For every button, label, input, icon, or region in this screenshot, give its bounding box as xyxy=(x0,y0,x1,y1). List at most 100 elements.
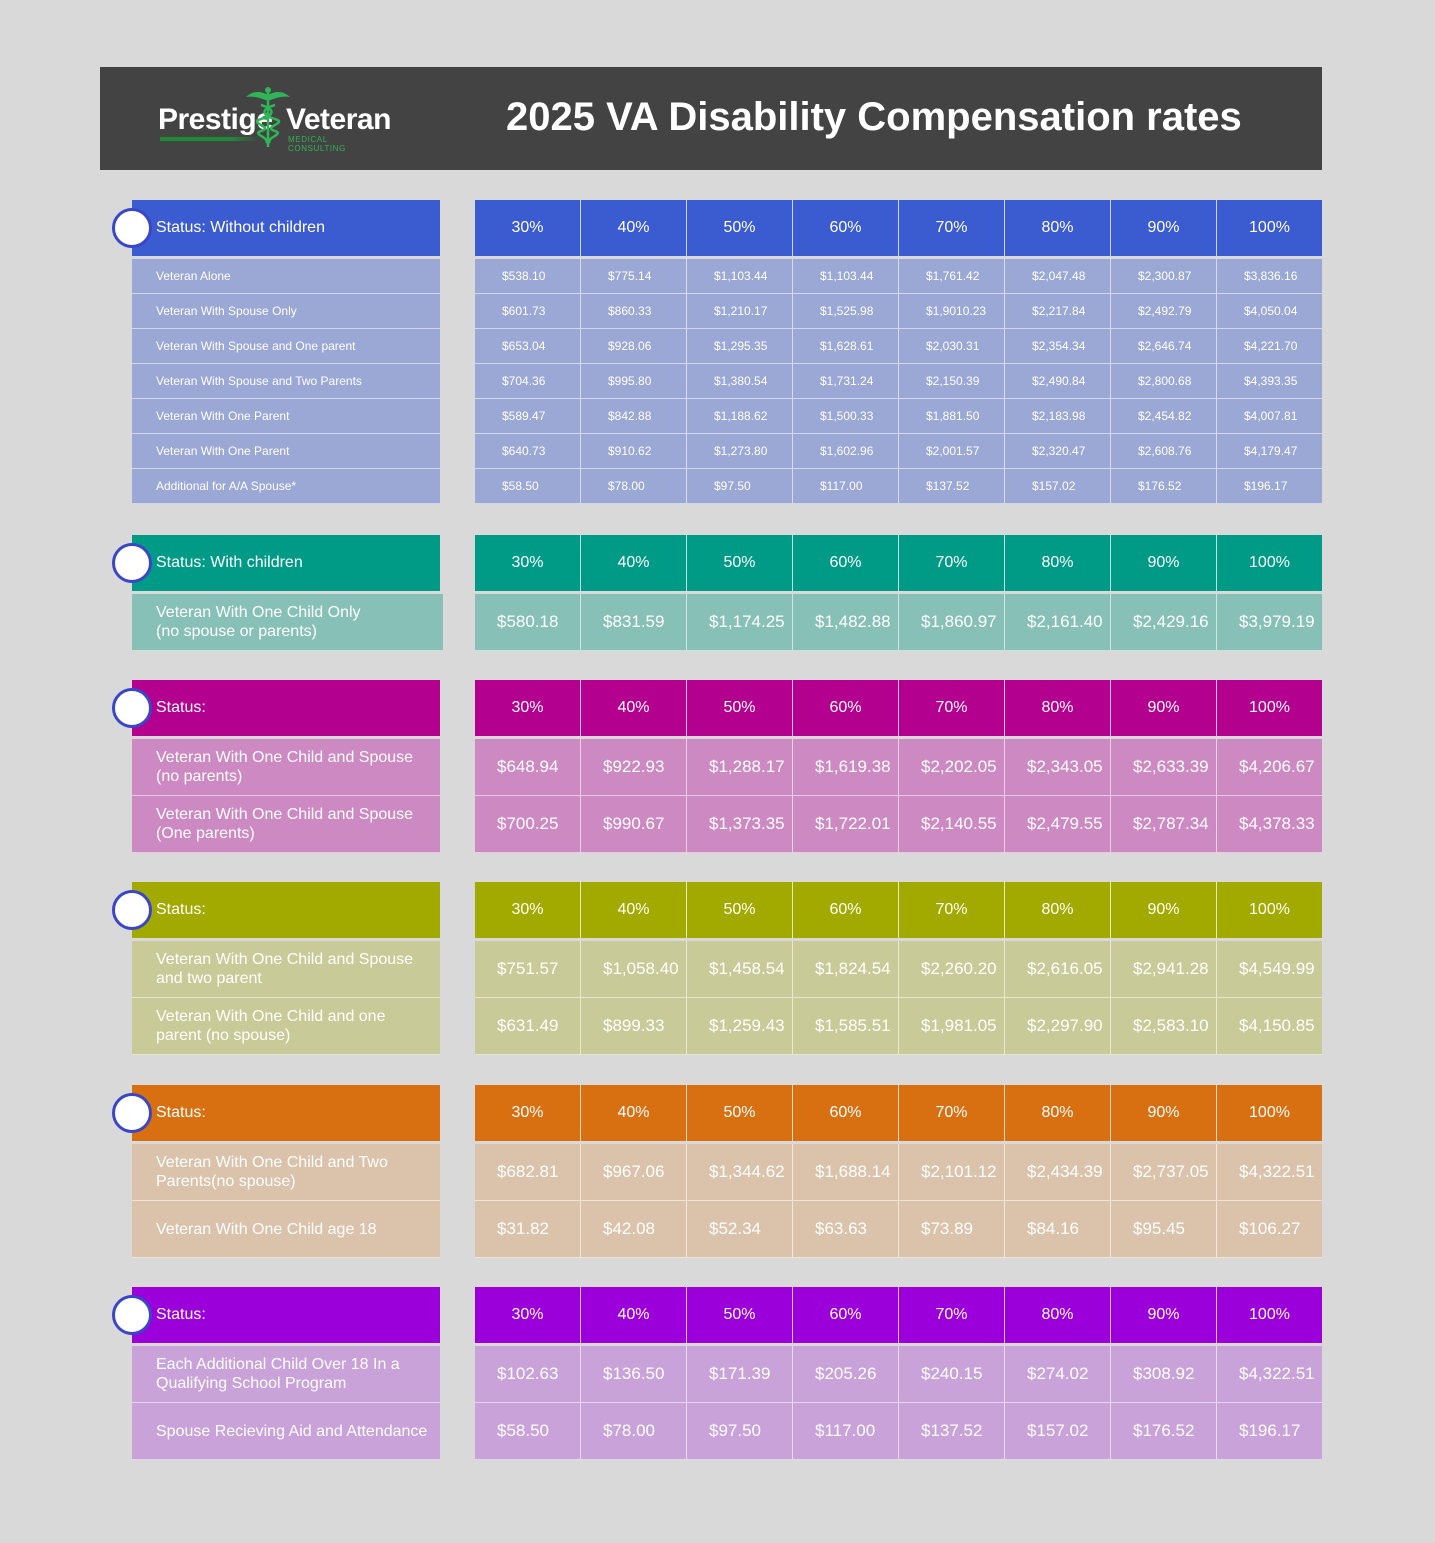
table-row: $58.50 $78.00 $97.50 $117.00 $137.52 $157.02 $… xyxy=(475,469,1322,504)
rate-cell: $2,490.84 xyxy=(1005,364,1111,398)
percent-header-cell: 40% xyxy=(581,1287,687,1343)
rate-cell: $1,259.43 xyxy=(687,998,793,1054)
percent-header-cell: 80% xyxy=(1005,1085,1111,1141)
percent-header-cell: 40% xyxy=(581,535,687,591)
percent-header-cell: 70% xyxy=(899,882,1005,938)
percent-header-cell: 90% xyxy=(1111,200,1217,256)
rate-cell: $97.50 xyxy=(687,469,793,503)
rate-cell: $176.52 xyxy=(1111,469,1217,503)
table-row: $538.10 $775.14 $1,103.44 $1,103.44 $1,761.4… xyxy=(475,259,1322,294)
rate-cell: $1,500.33 xyxy=(793,399,899,433)
percent-header-cell: 30% xyxy=(475,200,581,256)
rate-cell: $196.17 xyxy=(1239,1421,1301,1440)
percent-header-cell: 30% xyxy=(475,1085,581,1141)
rate-cell: $682.81 xyxy=(475,1144,581,1200)
rate-cell: $1,585.51 xyxy=(793,998,899,1054)
rate-cell: $2,150.39 xyxy=(899,364,1005,398)
page-title: 2025 VA Disability Compensation rates xyxy=(506,95,1242,139)
rate-cell: $157.02 xyxy=(1005,1403,1111,1459)
percent-header-cell: 60% xyxy=(793,535,899,591)
row-label: Veteran With One Child and Spouse (One p… xyxy=(132,796,440,853)
rate-cell: $2,343.05 xyxy=(1005,739,1111,795)
rate-cell: $2,217.84 xyxy=(1005,294,1111,328)
rate-cell: $2,608.76 xyxy=(1111,434,1217,468)
percent-header-cell: 100% xyxy=(1249,699,1290,716)
rate-cell: $4,050.04 xyxy=(1244,304,1298,318)
percent-header-cell: 90% xyxy=(1111,1287,1217,1343)
status-label: Status: xyxy=(132,1085,440,1141)
rate-cell: $117.00 xyxy=(793,469,899,503)
percent-header-cell: 30% xyxy=(475,882,581,938)
percent-header-cell: 40% xyxy=(581,200,687,256)
table-row: $653.04 $928.06 $1,295.35 $1,628.61 $2,030.3… xyxy=(475,329,1322,364)
rate-cell: $1,188.62 xyxy=(687,399,793,433)
rate-cell: $2,429.16 xyxy=(1111,594,1217,650)
rate-cell: $1,9010.23 xyxy=(899,294,1005,328)
status-label: Status: xyxy=(132,1287,440,1343)
row-label: Veteran With Spouse and Two Parents xyxy=(132,364,440,399)
rate-cell: $589.47 xyxy=(475,399,581,433)
rate-cell: $1,628.61 xyxy=(793,329,899,363)
rate-cell: $601.73 xyxy=(475,294,581,328)
percent-header-cell: 50% xyxy=(687,1287,793,1343)
percent-header-cell: 50% xyxy=(687,882,793,938)
rate-cell: $1,210.17 xyxy=(687,294,793,328)
percent-header-cell: 90% xyxy=(1111,1085,1217,1141)
percent-header-cell: 80% xyxy=(1005,680,1111,736)
rate-cell: $2,001.57 xyxy=(899,434,1005,468)
rate-cell: $1,458.54 xyxy=(687,941,793,997)
percent-header-cell: 80% xyxy=(1005,535,1111,591)
rate-cell: $157.02 xyxy=(1005,469,1111,503)
percent-header-row: 30% 40% 50% 60% 70% 80% 90% 100% xyxy=(475,535,1322,591)
rate-cell: $106.27 xyxy=(1239,1219,1301,1238)
status-circle-icon xyxy=(112,688,152,728)
status-label: Status: xyxy=(132,680,440,736)
percent-header-cell: 100% xyxy=(1249,219,1290,236)
percent-header-row: 30% 40% 50% 60% 70% 80% 90% 100% xyxy=(475,1287,1322,1343)
percent-header-cell: 30% xyxy=(475,1287,581,1343)
rate-cell: $967.06 xyxy=(581,1144,687,1200)
rate-cell: $1,860.97 xyxy=(899,594,1005,650)
table-row: $631.49 $899.33 $1,259.43 $1,585.51 $1,981.0… xyxy=(475,998,1322,1055)
table-row: $751.57 $1,058.40 $1,458.54 $1,824.54 $2,260… xyxy=(475,941,1322,998)
rate-cell: $117.00 xyxy=(793,1403,899,1459)
percent-header-cell: 30% xyxy=(475,680,581,736)
rate-cell: $4,221.70 xyxy=(1244,339,1298,353)
rate-cell: $1,373.35 xyxy=(687,796,793,852)
status-circle-icon xyxy=(112,1295,152,1335)
rate-cell: $2,101.12 xyxy=(899,1144,1005,1200)
rate-cell: $751.57 xyxy=(475,941,581,997)
rate-cell: $2,787.34 xyxy=(1111,796,1217,852)
rate-cell: $2,047.48 xyxy=(1005,259,1111,293)
percent-header-cell: 70% xyxy=(899,1287,1005,1343)
percent-header-cell: 60% xyxy=(793,882,899,938)
rate-cell: $1,722.01 xyxy=(793,796,899,852)
rate-cell: $2,183.98 xyxy=(1005,399,1111,433)
rate-cell: $4,206.67 xyxy=(1239,757,1315,776)
rate-cell: $2,320.47 xyxy=(1005,434,1111,468)
rate-cell: $1,103.44 xyxy=(793,259,899,293)
logo-underline xyxy=(160,137,260,141)
percent-header-cell: 30% xyxy=(475,535,581,591)
rate-cell: $1,824.54 xyxy=(793,941,899,997)
table-row: $589.47 $842.88 $1,188.62 $1,500.33 $1,881.5… xyxy=(475,399,1322,434)
row-label: Veteran With Spouse and One parent xyxy=(132,329,440,364)
percent-header-cell: 90% xyxy=(1111,535,1217,591)
percent-header-cell: 60% xyxy=(793,1287,899,1343)
rate-cell: $78.00 xyxy=(581,1403,687,1459)
rate-cell: $1,482.88 xyxy=(793,594,899,650)
row-label: Veteran With One Child and one parent (n… xyxy=(132,998,440,1055)
header-banner: Prestige Veteran MEDICAL CONSULTING 2025… xyxy=(100,67,1322,170)
rate-cell: $2,354.34 xyxy=(1005,329,1111,363)
rate-cell: $910.62 xyxy=(581,434,687,468)
status-circle-icon xyxy=(112,1093,152,1133)
rate-cell: $648.94 xyxy=(475,739,581,795)
percent-header-cell: 60% xyxy=(793,1085,899,1141)
percent-header-cell: 40% xyxy=(581,882,687,938)
rate-cell: $653.04 xyxy=(475,329,581,363)
percent-header-cell: 40% xyxy=(581,1085,687,1141)
rate-cell: $136.50 xyxy=(581,1346,687,1402)
company-logo: Prestige Veteran MEDICAL CONSULTING xyxy=(158,85,391,153)
rate-cell: $831.59 xyxy=(581,594,687,650)
percent-header-cell: 50% xyxy=(687,535,793,591)
